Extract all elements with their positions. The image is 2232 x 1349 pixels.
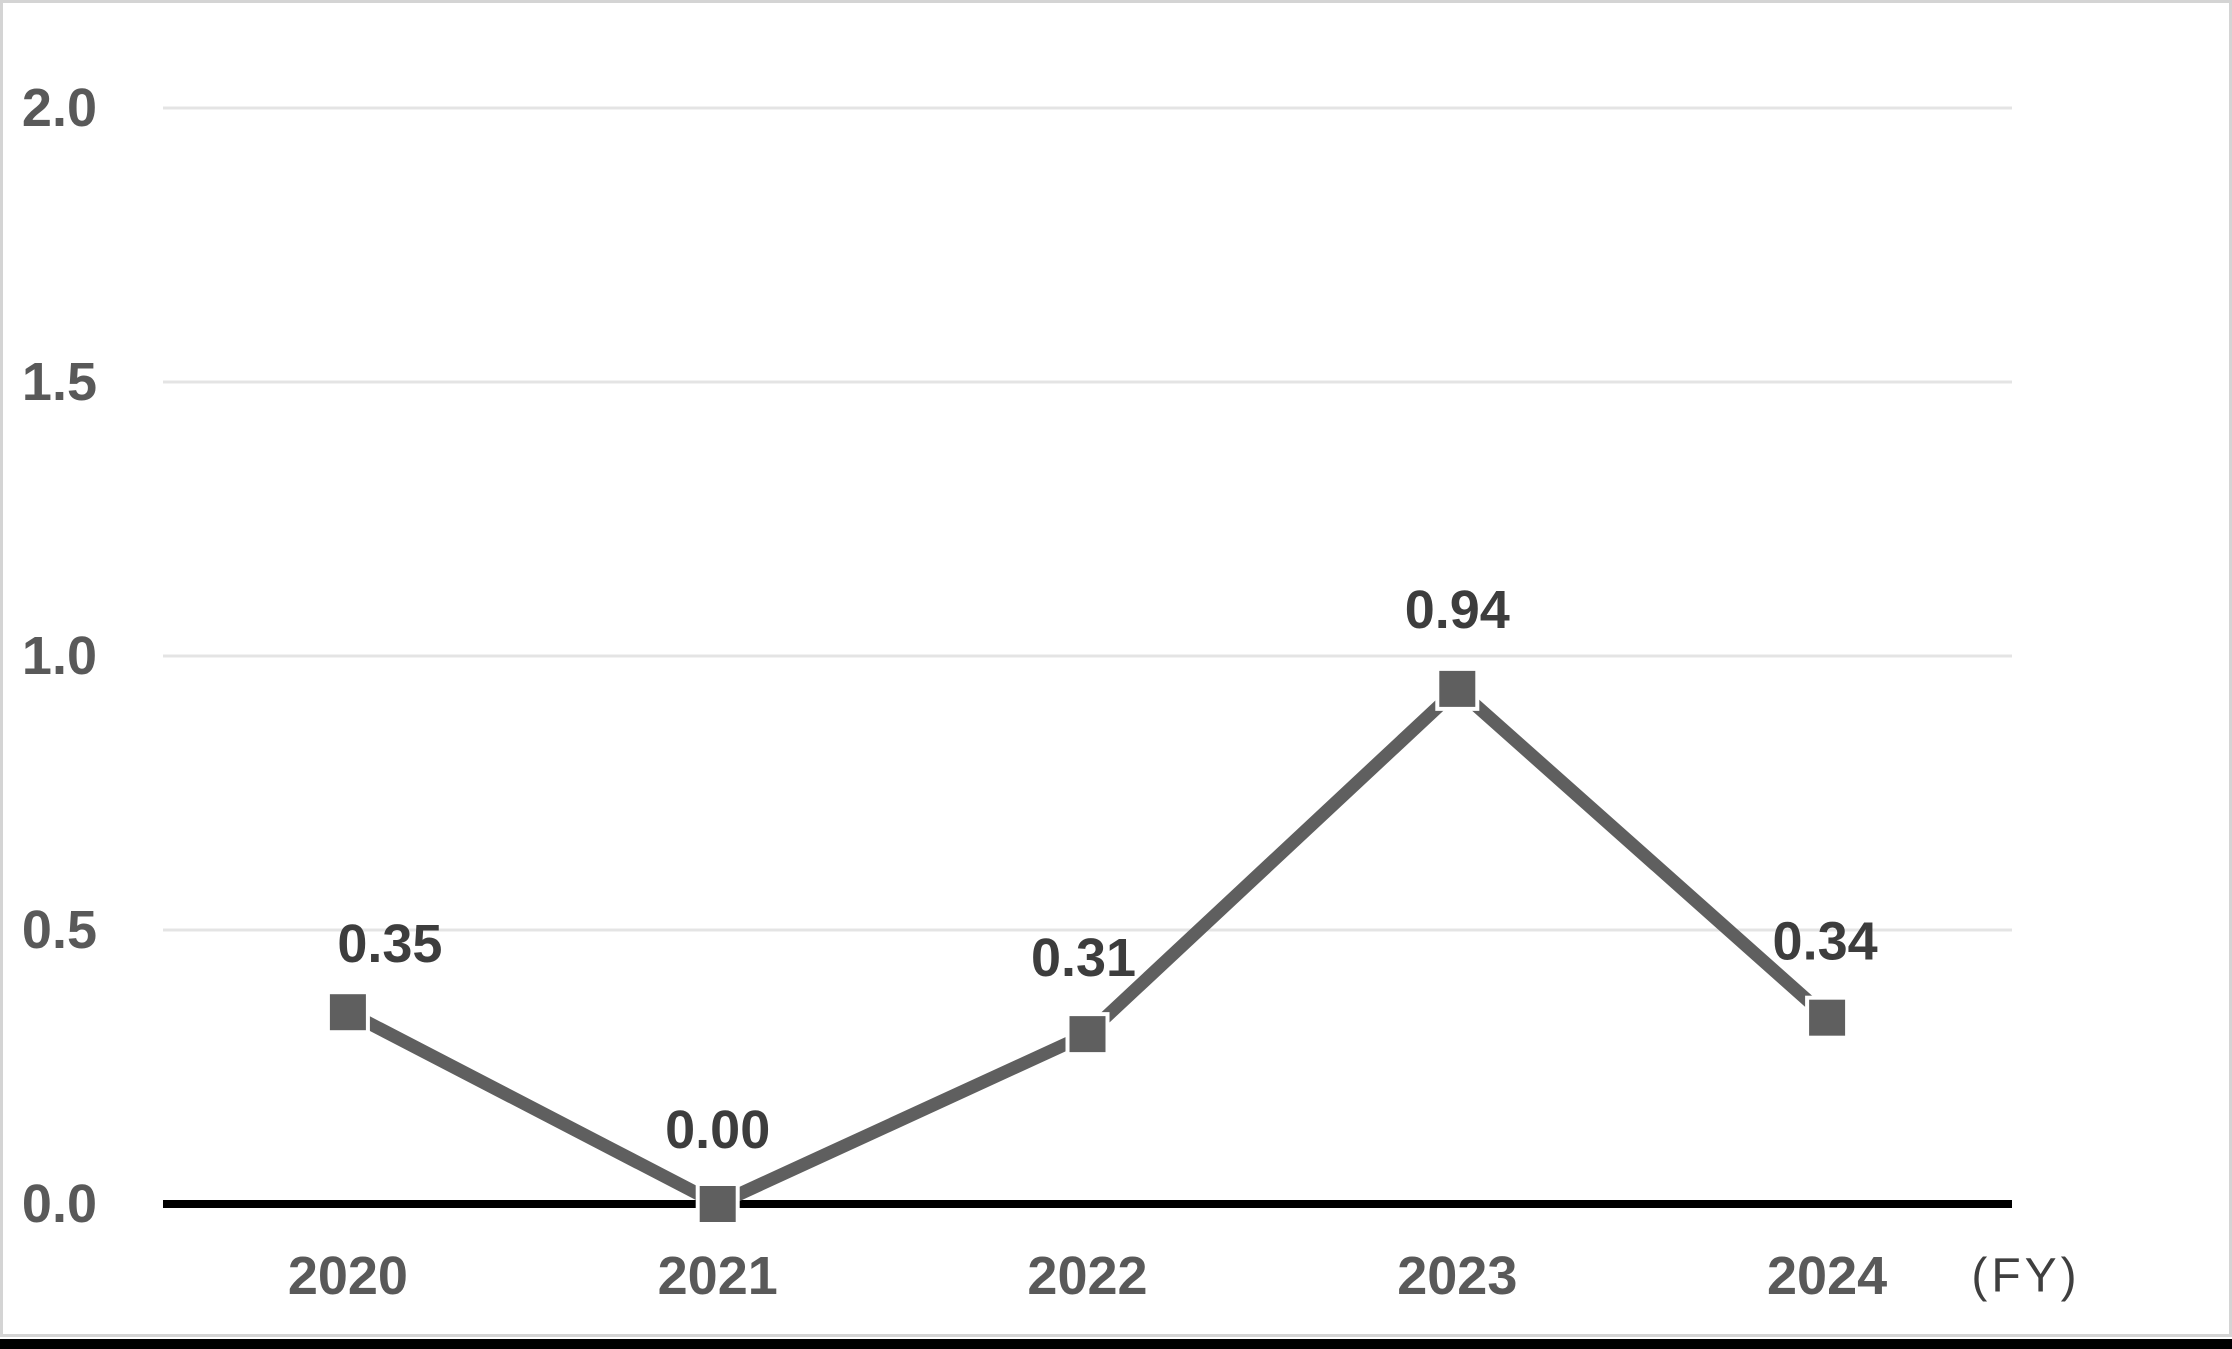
data-point-marker [695,1182,740,1226]
data-point-marker [1065,1012,1110,1057]
data-point-marker [1805,995,1850,1040]
y-tick-label: 0.5 [22,900,97,960]
x-tick-label: 2022 [1027,1246,1147,1306]
data-label: 0.94 [1405,580,1510,640]
data-label: 0.00 [665,1100,770,1160]
data-point-marker [325,990,370,1035]
y-tick-label: 1.0 [22,626,97,686]
x-tick-label: 2023 [1397,1246,1517,1306]
data-point-marker [1435,666,1480,711]
data-label: 0.31 [1031,928,1136,988]
x-tick-label: 2024 [1767,1246,1887,1306]
x-tick-label: 2020 [288,1246,408,1306]
data-label: 0.34 [1773,912,1878,972]
bottom-rule [0,1339,2232,1349]
data-label: 0.35 [337,914,442,974]
y-tick-label: 0.0 [22,1174,97,1234]
y-tick-label: 2.0 [22,78,97,138]
fiscal-year-suffix-label: (FY) [1971,1250,2080,1303]
y-tick-label: 1.5 [22,352,97,412]
x-tick-label: 2021 [658,1246,778,1306]
